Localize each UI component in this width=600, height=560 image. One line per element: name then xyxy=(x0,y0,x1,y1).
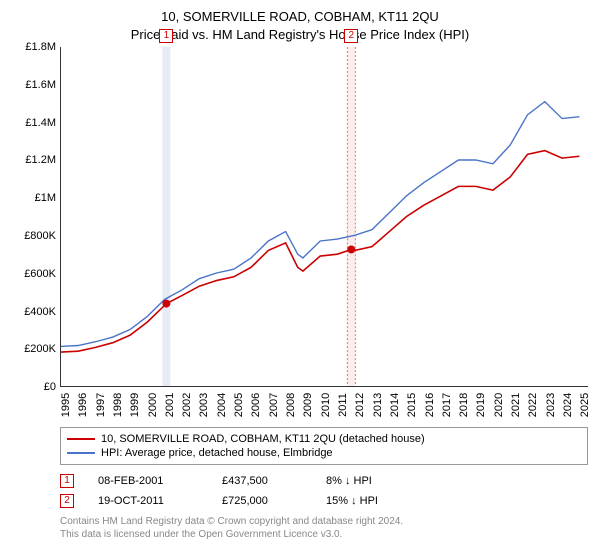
y-tick-label: £1.6M xyxy=(25,79,56,91)
chart-title: 10, SOMERVILLE ROAD, COBHAM, KT11 2QU Pr… xyxy=(12,8,588,43)
legend-swatch xyxy=(67,452,95,454)
transaction-price: £437,500 xyxy=(222,475,302,487)
y-tick-label: £200K xyxy=(24,343,56,355)
transaction-date: 19-OCT-2011 xyxy=(98,495,198,507)
x-tick-label: 2009 xyxy=(302,393,314,417)
x-tick-label: 2018 xyxy=(458,393,470,417)
x-tick-label: 2013 xyxy=(372,393,384,417)
plot-area: 12 xyxy=(60,47,588,387)
transaction-date: 08-FEB-2001 xyxy=(98,475,198,487)
transaction-marker: 1 xyxy=(60,474,74,488)
x-tick-label: 2007 xyxy=(268,393,280,417)
y-tick-label: £600K xyxy=(24,268,56,280)
x-axis: 1995 1996 1997 1998 1999 2000 2001 2002 2003 2004… xyxy=(60,387,588,425)
x-tick-label: 2003 xyxy=(198,393,210,417)
y-tick-label: £1.4M xyxy=(25,117,56,129)
legend-item: 10, SOMERVILLE ROAD, COBHAM, KT11 2QU (d… xyxy=(67,432,581,446)
y-tick-label: £1.8M xyxy=(25,41,56,53)
x-tick-label: 2024 xyxy=(562,393,574,417)
x-tick-label: 2000 xyxy=(147,393,159,417)
x-tick-label: 2014 xyxy=(389,393,401,417)
y-axis: £0£200K£400K£600K£800K£1M£1.2M£1.4M£1.6M… xyxy=(12,47,60,387)
x-tick-label: 1997 xyxy=(95,393,107,417)
x-tick-label: 2017 xyxy=(441,393,453,417)
chart-container: 10, SOMERVILLE ROAD, COBHAM, KT11 2QU Pr… xyxy=(0,0,600,560)
x-tick-label: 2004 xyxy=(216,393,228,417)
x-tick-label: 2005 xyxy=(233,393,245,417)
legend-item: HPI: Average price, detached house, Elmb… xyxy=(67,446,581,460)
transaction-delta: 15% ↓ HPI xyxy=(326,495,426,507)
legend-label: HPI: Average price, detached house, Elmb… xyxy=(101,447,333,459)
chart-area: £0£200K£400K£600K£800K£1M£1.2M£1.4M£1.6M… xyxy=(12,47,588,387)
footer-attribution: Contains HM Land Registry data © Crown c… xyxy=(60,515,588,541)
x-tick-label: 2016 xyxy=(424,393,436,417)
x-tick-label: 2019 xyxy=(475,393,487,417)
legend-label: 10, SOMERVILLE ROAD, COBHAM, KT11 2QU (d… xyxy=(101,433,425,445)
transaction-price: £725,000 xyxy=(222,495,302,507)
plot-svg xyxy=(61,47,588,386)
transaction-marker: 2 xyxy=(60,494,74,508)
x-tick-label: 2015 xyxy=(406,393,418,417)
legend: 10, SOMERVILLE ROAD, COBHAM, KT11 2QU (d… xyxy=(60,427,588,465)
title-address: 10, SOMERVILLE ROAD, COBHAM, KT11 2QU xyxy=(12,8,588,26)
x-tick-label: 2008 xyxy=(285,393,297,417)
y-tick-label: £400K xyxy=(24,306,56,318)
x-tick-label: 2022 xyxy=(527,393,539,417)
footer-line2: This data is licensed under the Open Gov… xyxy=(60,528,588,541)
transaction-row: 2 19-OCT-2011 £725,000 15% ↓ HPI xyxy=(60,491,588,511)
x-tick-label: 2001 xyxy=(164,393,176,417)
x-tick-label: 1995 xyxy=(60,393,72,417)
x-tick-label: 2002 xyxy=(181,393,193,417)
x-tick-label: 1996 xyxy=(77,393,89,417)
transactions-table: 1 08-FEB-2001 £437,500 8% ↓ HPI 2 19-OCT-2011… xyxy=(60,471,588,511)
y-tick-label: £800K xyxy=(24,230,56,242)
transaction-delta: 8% ↓ HPI xyxy=(326,475,426,487)
title-subtitle: Price paid vs. HM Land Registry's House … xyxy=(12,26,588,44)
transaction-row: 1 08-FEB-2001 £437,500 8% ↓ HPI xyxy=(60,471,588,491)
x-tick-label: 2025 xyxy=(579,393,591,417)
y-tick-label: £1.2M xyxy=(25,154,56,166)
legend-swatch xyxy=(67,438,95,440)
sale-marker: 1 xyxy=(159,29,173,43)
y-tick-label: £1M xyxy=(35,192,56,204)
y-tick-label: £0 xyxy=(44,381,56,393)
x-tick-label: 2010 xyxy=(320,393,332,417)
footer-line1: Contains HM Land Registry data © Crown c… xyxy=(60,515,588,528)
sale-marker: 2 xyxy=(344,29,358,43)
x-tick-label: 2023 xyxy=(545,393,557,417)
x-tick-label: 2006 xyxy=(250,393,262,417)
x-tick-label: 2021 xyxy=(510,393,522,417)
x-tick-label: 2012 xyxy=(354,393,366,417)
x-tick-label: 2020 xyxy=(493,393,505,417)
x-tick-label: 1998 xyxy=(112,393,124,417)
x-tick-label: 2011 xyxy=(337,393,349,417)
x-tick-label: 1999 xyxy=(129,393,141,417)
